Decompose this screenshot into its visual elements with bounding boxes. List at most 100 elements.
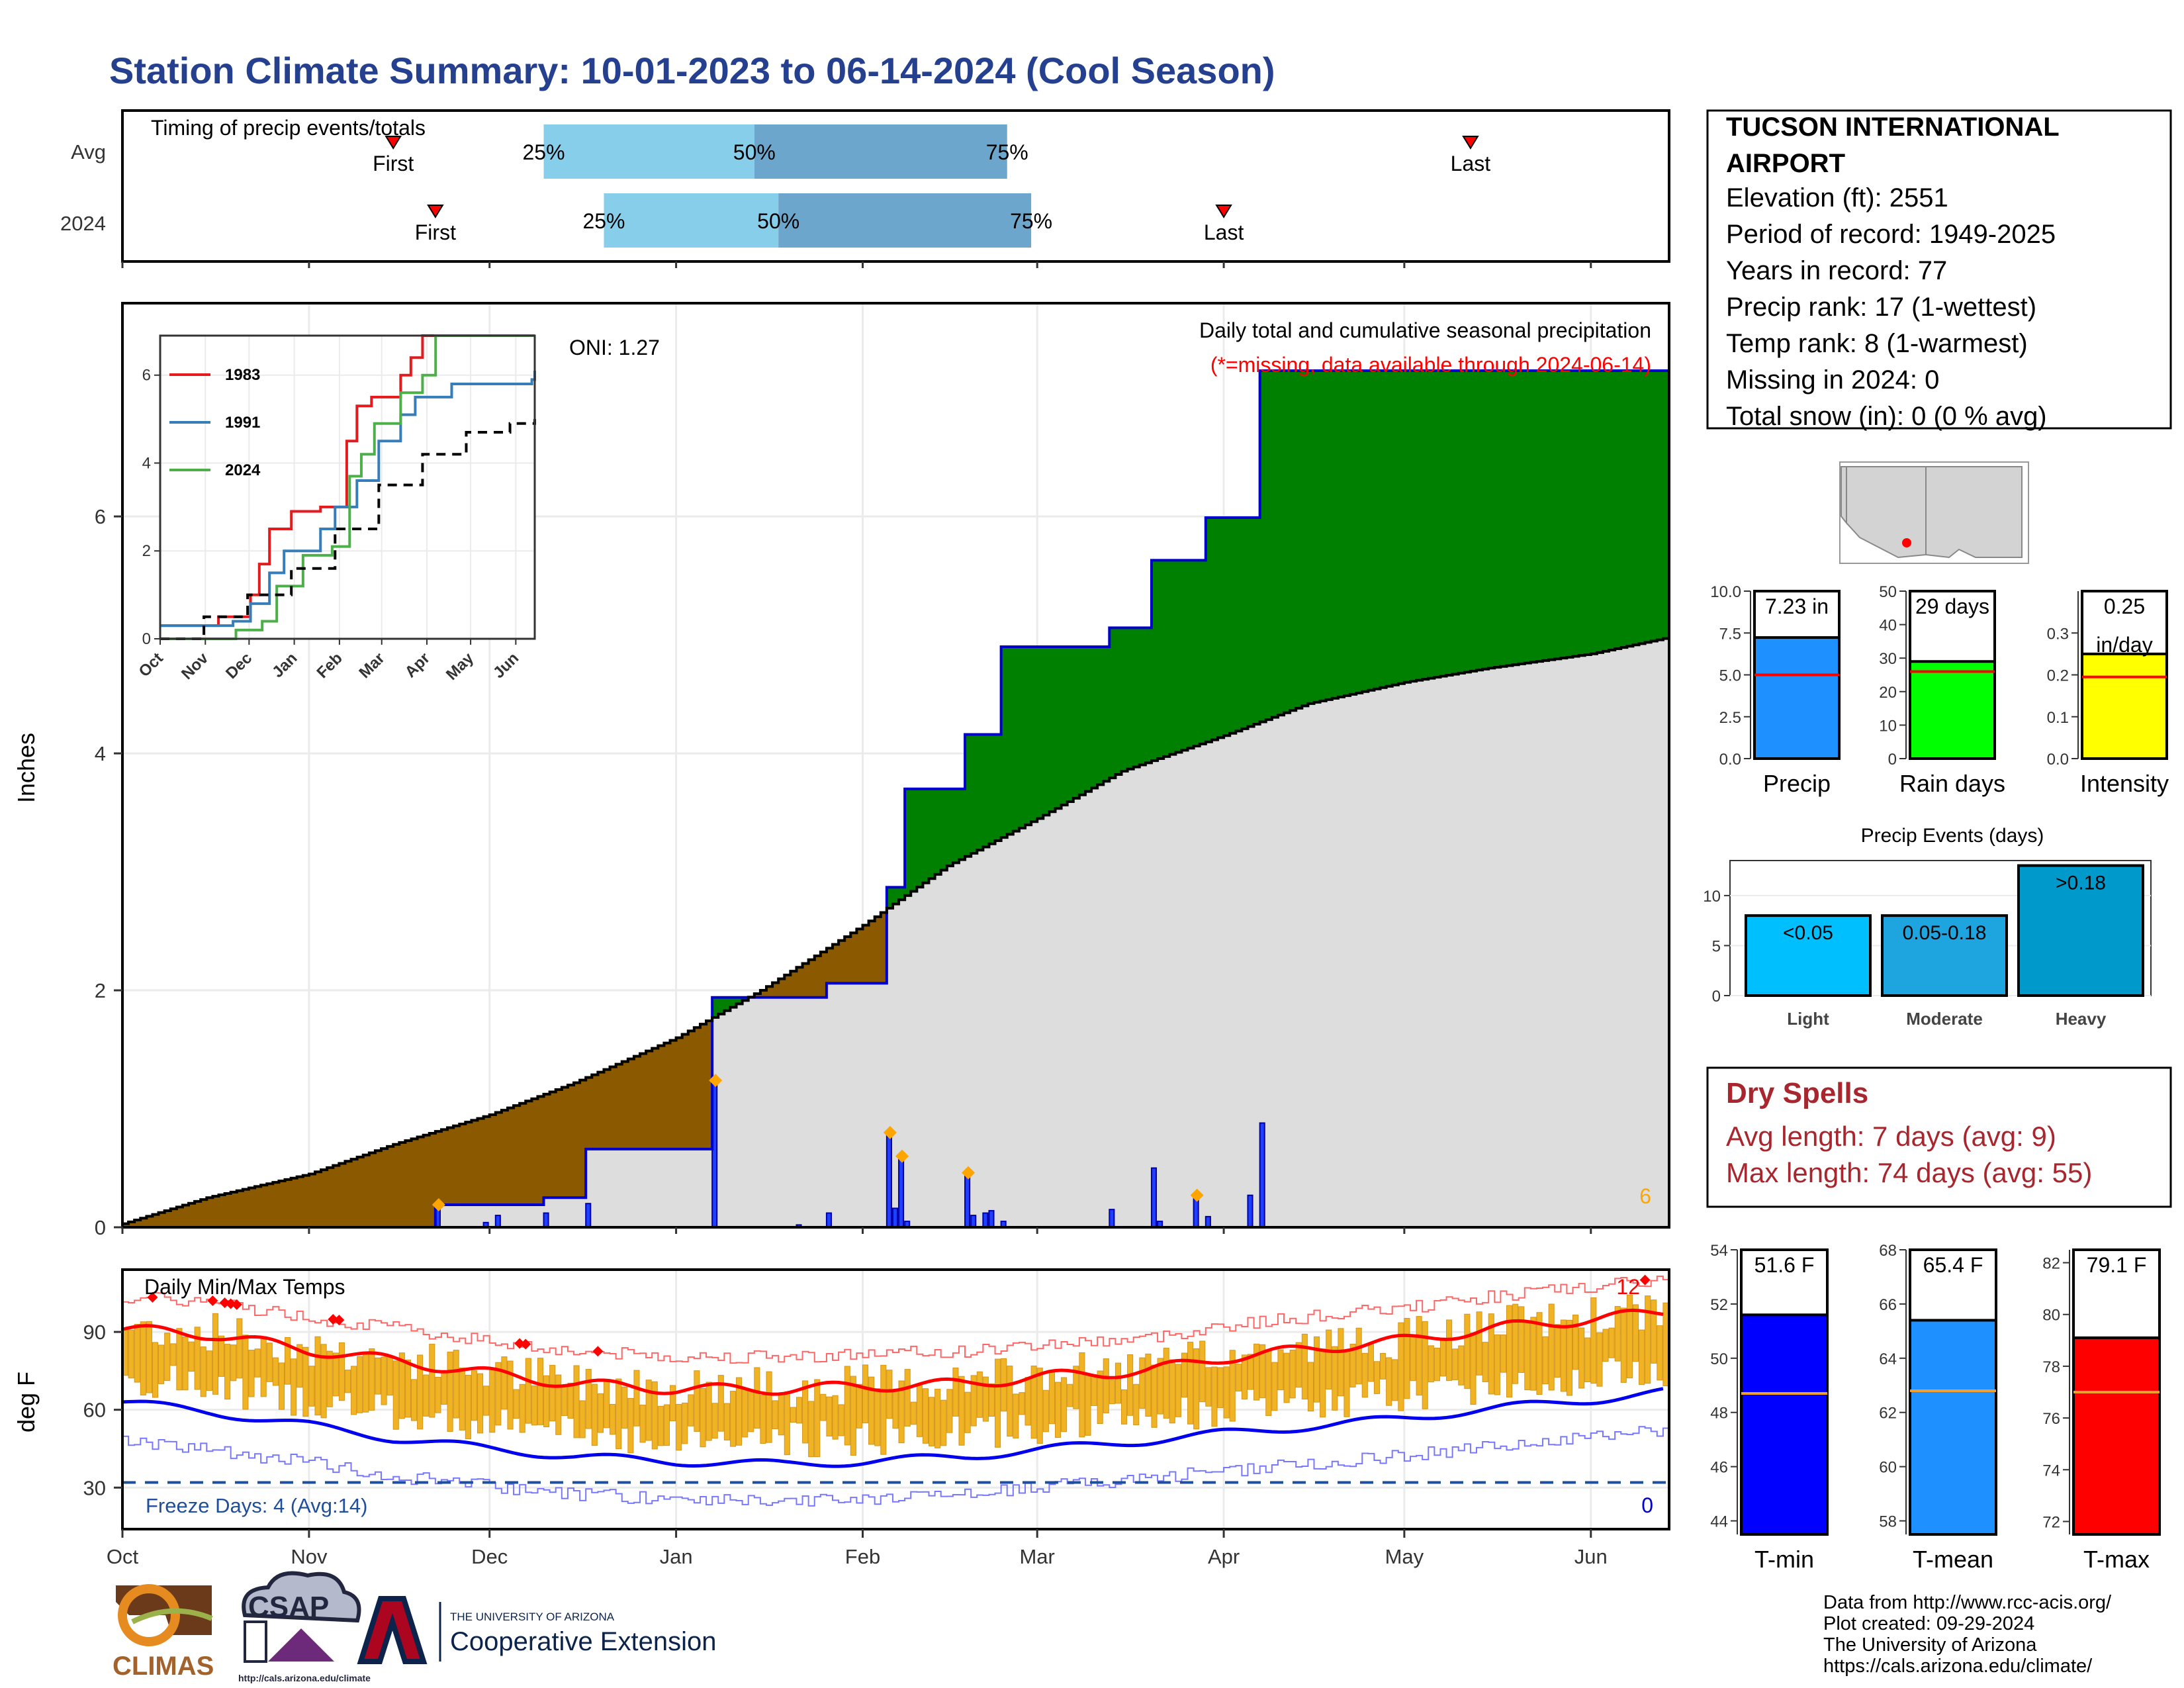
- daily-precip-bar: [494, 1215, 501, 1228]
- daily-temp-bar: [952, 1367, 959, 1417]
- missing-note: (*=missing, data available through 2024-…: [1210, 353, 1651, 377]
- precip-y-tick-label: 0: [95, 1216, 106, 1239]
- dry-spells: Dry Spells Avg length: 7 days (avg: 9) M…: [1706, 1066, 2172, 1208]
- daily-temp-bar: [483, 1385, 490, 1416]
- mini-y-tick-label: 50: [1879, 583, 1897, 601]
- mini-y-tick-label: 72: [2042, 1513, 2060, 1531]
- daily-temp-bar: [1277, 1349, 1284, 1391]
- daily-temp-bar: [1307, 1362, 1314, 1412]
- daily-temp-bar: [218, 1335, 225, 1377]
- inset-legend-label: 1983: [225, 366, 260, 384]
- daily-temp-bar: [489, 1369, 496, 1433]
- temp-panel-frame: [121, 1268, 1670, 1530]
- daily-temp-bar: [1542, 1336, 1549, 1385]
- mini-bar-axis-label: T-mean: [1913, 1546, 1993, 1573]
- events-category-label: Light: [1787, 1009, 1829, 1029]
- daily-temp-bar: [1229, 1350, 1236, 1422]
- station-name-line1: TUCSON INTERNATIONAL: [1726, 113, 2060, 142]
- dry-spells-title: Dry Spells: [1726, 1077, 1868, 1109]
- mini-y-tick-label: 74: [2042, 1462, 2060, 1479]
- station-info: TUCSON INTERNATIONAL AIRPORT Elevation (…: [1706, 109, 2172, 431]
- daily-temp-bar: [212, 1313, 218, 1395]
- mini-bar-axis-label: T-max: [2083, 1546, 2150, 1573]
- daily-temp-bar: [1578, 1327, 1585, 1389]
- daily-temp-bar: [1524, 1322, 1531, 1391]
- station-info-frame: [1706, 109, 2172, 430]
- daily-temp-bar: [802, 1380, 809, 1444]
- daily-temp-bar: [1572, 1314, 1579, 1370]
- daily-temp-bar: [1422, 1321, 1428, 1409]
- daily-temp-bar: [1470, 1333, 1477, 1405]
- daily-precip-bar: [585, 1203, 592, 1228]
- record-low-count: 0: [1641, 1493, 1653, 1517]
- daily-temp-bar: [868, 1376, 875, 1445]
- daily-temp-bar: [1235, 1364, 1242, 1391]
- daily-temp-bar: [1271, 1362, 1278, 1411]
- daily-temp-bar: [934, 1389, 941, 1448]
- daily-temp-bar: [760, 1395, 766, 1444]
- mini-bar-value: [1740, 1313, 1829, 1536]
- daily-temp-bar: [796, 1397, 803, 1424]
- daily-temp-bar: [1602, 1329, 1609, 1362]
- daily-temp-bar: [633, 1370, 640, 1427]
- daily-temp-bar: [1530, 1317, 1537, 1391]
- mini-bar-value: [1909, 660, 1996, 761]
- daily-temp-bar: [1608, 1327, 1615, 1358]
- daily-temp-bar: [1241, 1354, 1248, 1400]
- daily-temp-bar: [1326, 1329, 1332, 1390]
- daily-temp-bar: [1506, 1305, 1513, 1398]
- daily-temp-bar: [922, 1388, 929, 1444]
- daily-temp-bar: [459, 1367, 465, 1430]
- daily-temp-bar: [477, 1373, 484, 1434]
- credit-line-1: Data from http://www.rcc-acis.org/: [1823, 1592, 2112, 1613]
- record-high-marker: [1639, 1274, 1651, 1286]
- precip-panel-frame: [121, 302, 1670, 1229]
- daily-temp-bar: [507, 1360, 514, 1430]
- timing-panel-frame: [121, 109, 1670, 263]
- daily-temp-bar: [1464, 1313, 1471, 1389]
- daily-temp-bar: [736, 1377, 743, 1446]
- daily-temp-bar: [1157, 1358, 1163, 1415]
- daily-precip-bar: [886, 1131, 892, 1229]
- daily-temp-bar: [134, 1323, 140, 1383]
- station-info-line: Years in record: 77: [1726, 256, 1947, 285]
- daily-temp-bar: [682, 1402, 688, 1444]
- daily-temp-bar: [1651, 1299, 1657, 1364]
- daily-temp-bar: [1151, 1364, 1158, 1428]
- daily-temp-bar: [423, 1374, 430, 1417]
- daily-temp-bar: [754, 1367, 760, 1429]
- daily-temp-bar: [1536, 1312, 1543, 1395]
- daily-temp-bar: [351, 1366, 357, 1415]
- daily-temp-bar: [958, 1376, 965, 1446]
- inset-series-line: [160, 419, 536, 640]
- daily-temp-bar: [441, 1372, 447, 1405]
- daily-temp-bar: [242, 1335, 249, 1410]
- daily-temp-bar: [982, 1376, 989, 1422]
- daily-temp-bar: [639, 1405, 646, 1443]
- daily-temp-bar: [1398, 1322, 1404, 1411]
- daily-temp-bar: [398, 1352, 405, 1419]
- daily-temp-bar: [579, 1400, 586, 1438]
- mini-y-tick-label: 10: [1879, 717, 1897, 735]
- daily-temp-bar: [296, 1344, 303, 1388]
- daily-precip-bar: [1205, 1215, 1211, 1229]
- daily-temp-bar: [898, 1380, 905, 1444]
- daily-temp-bar: [790, 1407, 796, 1423]
- daily-temp-bar: [128, 1329, 134, 1379]
- avg-min-temp-line: [122, 1387, 1664, 1468]
- daily-temp-bar: [549, 1364, 556, 1422]
- mini-bar-value-label: 0.25: [2104, 594, 2145, 618]
- daily-temp-bar: [940, 1399, 947, 1446]
- events-category-label: Heavy: [2056, 1009, 2107, 1029]
- daily-temp-bar: [910, 1401, 917, 1425]
- record-high-marker: [592, 1346, 604, 1357]
- daily-temp-bar: [543, 1375, 550, 1428]
- timing-caption: Timing of precip events/totals: [151, 116, 426, 140]
- mini-y-tick-label: 40: [1879, 617, 1897, 635]
- daily-temp-bar: [1639, 1329, 1645, 1385]
- station-info-line: Missing in 2024: 0: [1726, 365, 1939, 395]
- daily-temp-bar: [1338, 1328, 1344, 1397]
- precip-panel: 0 2 4 6 Inches ONI: 1.27 Daily total and cu…: [13, 302, 1670, 1239]
- daily-temp-bar: [1313, 1336, 1320, 1403]
- daily-temp-bar: [1632, 1304, 1639, 1362]
